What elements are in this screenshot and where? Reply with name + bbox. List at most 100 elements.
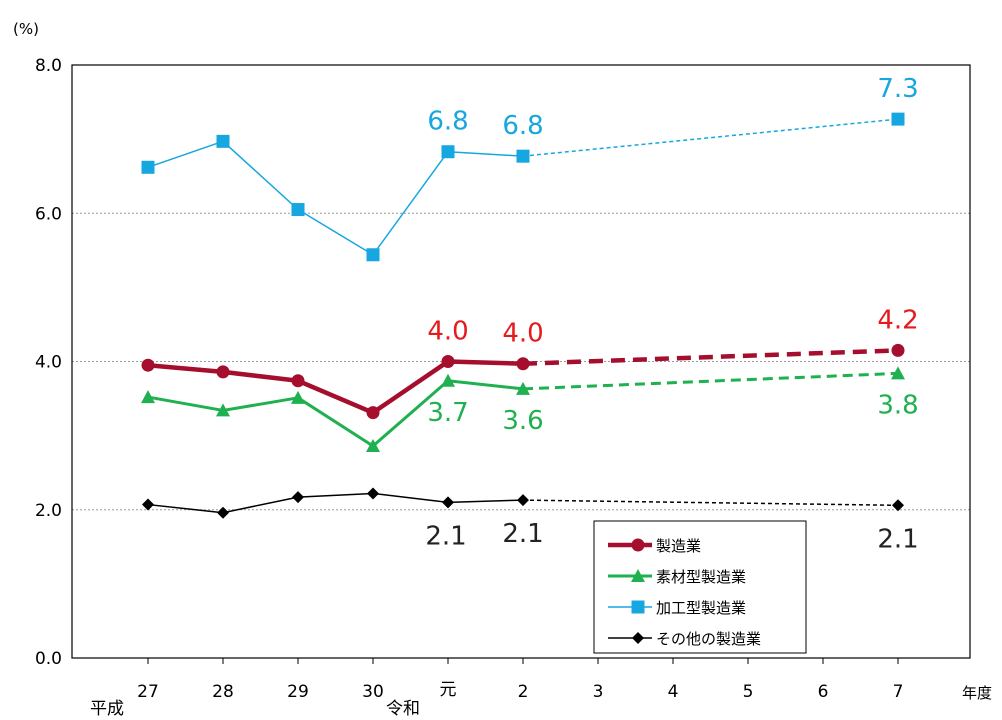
x-axis-label: 年度 <box>962 684 992 702</box>
data-label: 6.8 <box>502 111 543 141</box>
series-segment <box>222 140 299 211</box>
x-tick-labels: 27 28 29 30 元 2 3 4 5 6 7 <box>137 680 903 702</box>
series-segment <box>147 140 224 169</box>
series-segment <box>222 369 299 384</box>
series-segment <box>297 208 374 256</box>
series-segment <box>447 379 524 391</box>
x-tick-label: 3 <box>593 682 604 702</box>
marker-square <box>631 600 645 614</box>
legend-entry-label: 製造業 <box>656 537 701 555</box>
marker-triangle <box>141 390 155 404</box>
marker-triangle <box>631 569 645 582</box>
x-tick-label: 27 <box>137 682 159 702</box>
marker-triangle <box>366 439 380 453</box>
x-tick-label: 2 <box>518 682 529 702</box>
data-label: 4.0 <box>427 317 468 347</box>
marker-triangle <box>891 366 905 380</box>
marker-triangle <box>216 403 230 417</box>
series-segment <box>222 396 299 412</box>
y-tick-label: 2.0 <box>35 501 62 521</box>
marker-circle <box>891 343 905 357</box>
x-tick-label: 4 <box>668 682 679 702</box>
series-segment <box>522 499 899 507</box>
data-label: 7.3 <box>877 74 918 104</box>
data-label: 3.7 <box>427 398 468 428</box>
x-tick-label: 29 <box>287 682 309 702</box>
y-tick-label: 4.0 <box>35 353 62 373</box>
marker-diamond <box>367 487 379 500</box>
series-segment <box>447 359 524 366</box>
marker-triangle <box>291 390 305 404</box>
data-label: 4.0 <box>502 319 543 349</box>
series-segment <box>447 150 524 157</box>
marker-square <box>291 203 305 217</box>
x-tick-label: 5 <box>743 682 754 702</box>
data-label: 6.8 <box>427 107 468 137</box>
series-segment <box>147 503 224 514</box>
data-label: 3.6 <box>502 406 543 436</box>
data-label: 2.1 <box>425 521 466 551</box>
axes <box>71 64 971 664</box>
plot-frame <box>71 64 971 659</box>
marker-diamond <box>292 491 304 504</box>
series-segment <box>522 348 899 366</box>
series-segment <box>372 379 449 448</box>
series-segment <box>522 371 899 391</box>
series-segment <box>297 378 374 415</box>
marker-diamond <box>442 496 454 509</box>
series-segment <box>147 362 224 375</box>
y-tick-labels: 0.0 2.0 4.0 6.0 8.0 <box>35 56 62 669</box>
marker-circle <box>366 406 380 420</box>
marker-diamond <box>892 499 904 512</box>
data-labels: 4.0 4.0 4.2 3.7 3.6 3.8 6.8 6.8 7.3 2.1 2.1 2.1 <box>425 74 918 554</box>
era-label-reiwa: 令和 <box>386 699 420 719</box>
marker-square <box>366 248 380 262</box>
series-segment <box>372 492 449 504</box>
series-segment <box>371 359 450 415</box>
marker-circle <box>441 355 455 368</box>
y-tick-label: 6.0 <box>35 204 62 224</box>
data-label: 3.8 <box>877 390 918 420</box>
series-segment <box>147 395 224 412</box>
marker-square <box>441 145 455 159</box>
marker-diamond <box>632 632 644 644</box>
marker-circle <box>631 538 645 552</box>
series-segment <box>297 492 374 498</box>
marker-diamond <box>217 506 229 519</box>
x-tick-label: 28 <box>212 682 234 702</box>
marker-square <box>216 134 230 148</box>
marker-circle <box>216 365 230 379</box>
x-tick-label: 30 <box>362 682 384 702</box>
series-segment <box>297 396 374 448</box>
x-tick-label: 元 <box>440 680 457 700</box>
legend-entry-label: その他の製造業 <box>656 630 761 648</box>
series-segment <box>522 118 899 157</box>
y-tick-label: 0.0 <box>35 649 62 669</box>
x-tick-label: 7 <box>893 682 904 702</box>
marker-square <box>516 149 530 163</box>
marker-diamond <box>517 494 529 507</box>
y-axis-unit-label: (%) <box>13 20 39 38</box>
marker-circle <box>291 374 305 388</box>
series-segment <box>447 499 524 504</box>
legend-entry-label: 素材型製造業 <box>656 568 746 586</box>
marker-diamond <box>142 498 154 511</box>
series-lines <box>141 112 905 519</box>
marker-square <box>141 160 155 174</box>
marker-triangle <box>516 381 530 395</box>
series-segment <box>372 151 449 256</box>
data-label: 2.1 <box>502 519 543 549</box>
marker-circle <box>516 357 530 371</box>
data-label: 4.2 <box>877 305 918 335</box>
series-segment <box>222 496 299 514</box>
era-label-heisei: 平成 <box>90 699 124 719</box>
marker-circle <box>141 358 155 372</box>
marker-square <box>891 112 905 126</box>
data-label: 2.1 <box>877 524 918 554</box>
marker-triangle <box>441 373 455 387</box>
legend-entry-label: 加工型製造業 <box>656 599 746 617</box>
y-tick-label: 8.0 <box>35 56 62 76</box>
x-tick-label: 6 <box>818 682 829 702</box>
